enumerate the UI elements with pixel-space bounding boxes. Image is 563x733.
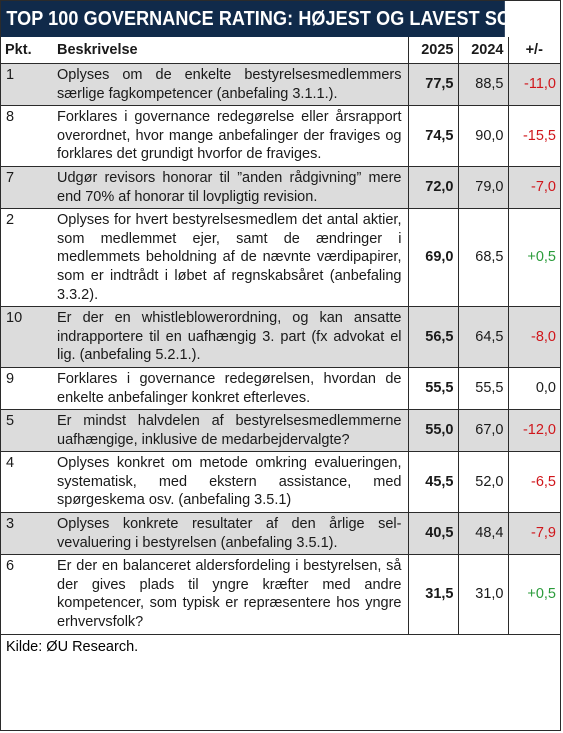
cell-pkt: 8 xyxy=(1,105,53,167)
cell-pkt: 5 xyxy=(1,409,53,453)
cell-2024: 52,0 xyxy=(457,451,508,514)
cell-beskrivelse: Oplyses om de enkelte bestyrelsesmedlem­… xyxy=(53,63,408,107)
cell-2024: 88,5 xyxy=(457,63,508,107)
cell-change: -6,5 xyxy=(507,451,560,514)
cell-2024: 79,0 xyxy=(457,166,508,210)
table-row: 7 Udgør revisors honorar til ”anden rådgi… xyxy=(1,166,560,210)
header-2024: 2024 xyxy=(457,37,508,64)
cell-2024: 90,0 xyxy=(457,105,508,167)
cell-change: -7,0 xyxy=(507,166,560,210)
cell-beskrivelse: Oplyses konkret om metode omkring evalue… xyxy=(53,451,408,514)
cell-pkt: 10 xyxy=(1,306,53,368)
table-row: 6 Er der en balanceret aldersfordeling i … xyxy=(1,554,560,635)
cell-change: -7,9 xyxy=(507,512,560,556)
source-note: Kilde: ØU Research. xyxy=(6,638,139,655)
cell-beskrivelse: Oplyses konkrete resultater af den årlig… xyxy=(53,512,408,556)
cell-beskrivelse: Er der en whistleblowerordning, og kan a… xyxy=(53,306,408,368)
cell-2024: 64,5 xyxy=(457,306,508,368)
cell-2024: 31,0 xyxy=(457,554,508,635)
cell-change: -12,0 xyxy=(507,409,560,453)
table-row: 3 Oplyses konkrete resultater af den årli… xyxy=(1,512,560,556)
cell-beskrivelse: Er der en balanceret aldersfordeling i b… xyxy=(53,554,408,635)
cell-change: -11,0 xyxy=(507,63,560,107)
cell-pkt: 2 xyxy=(1,208,53,308)
cell-beskrivelse: Forklares i governance redegørelsen, hvo… xyxy=(53,367,408,411)
cell-beskrivelse: Forklares i governance redegørelse eller… xyxy=(53,105,408,167)
cell-pkt: 1 xyxy=(1,63,53,107)
cell-change: +0,5 xyxy=(507,554,560,635)
cell-change: -15,5 xyxy=(507,105,560,167)
header-pkt: Pkt. xyxy=(1,37,53,64)
cell-beskrivelse: Er mindst halvdelen af bestyrelsesmedlem… xyxy=(53,409,408,453)
cell-2025: 55,0 xyxy=(407,409,458,453)
cell-2024: 48,4 xyxy=(457,512,508,556)
governance-rating-table: Pkt. Beskrivelse 2025 2024 +/- 1 Oplyses … xyxy=(1,37,560,635)
cell-pkt: 6 xyxy=(1,554,53,635)
cell-2025: 74,5 xyxy=(407,105,458,167)
table-row: 8 Forklares i governance redegørelse elle… xyxy=(1,105,560,167)
cell-2025: 56,5 xyxy=(407,306,458,368)
table-row: 9 Forklares i governance redegørelsen, hv… xyxy=(1,367,560,411)
table-body: 1 Oplyses om de enkelte bestyrelsesmedlem… xyxy=(1,63,560,635)
cell-beskrivelse: Udgør revisors honorar til ”anden rådgiv… xyxy=(53,166,408,210)
cell-2025: 69,0 xyxy=(407,208,458,308)
cell-2025: 31,5 xyxy=(407,554,458,635)
cell-2024: 68,5 xyxy=(457,208,508,308)
table-header-row: Pkt. Beskrivelse 2025 2024 +/- xyxy=(1,37,560,64)
cell-2025: 77,5 xyxy=(407,63,458,107)
cell-2025: 72,0 xyxy=(407,166,458,210)
table-row: 5 Er mindst halvdelen af bestyrelsesmedle… xyxy=(1,409,560,453)
cell-change: -8,0 xyxy=(507,306,560,368)
table-row: 2 Oplyses for hvert bestyrelsesmedlem det… xyxy=(1,208,560,308)
cell-change: +0,5 xyxy=(507,208,560,308)
table-row: 10 Er der en whistleblowerordning, og kan… xyxy=(1,306,560,368)
cell-pkt: 3 xyxy=(1,512,53,556)
cell-2024: 67,0 xyxy=(457,409,508,453)
cell-pkt: 7 xyxy=(1,166,53,210)
table-row: 4 Oplyses konkret om metode omkring evalu… xyxy=(1,451,560,514)
table-title: TOP 100 GOVERNANCE RATING: HØJEST OG LAV… xyxy=(1,1,549,37)
table-row: 1 Oplyses om de enkelte bestyrelsesmedlem… xyxy=(1,63,560,107)
cell-2025: 40,5 xyxy=(407,512,458,556)
cell-pkt: 4 xyxy=(1,451,53,514)
cell-2024: 55,5 xyxy=(457,367,508,411)
cell-2025: 55,5 xyxy=(407,367,458,411)
header-change: +/- xyxy=(507,37,560,64)
header-beskrivelse: Beskrivelse xyxy=(53,37,408,64)
cell-change: 0,0 xyxy=(507,367,560,411)
cell-pkt: 9 xyxy=(1,367,53,411)
cell-2025: 45,5 xyxy=(407,451,458,514)
header-2025: 2025 xyxy=(407,37,458,64)
cell-beskrivelse: Oplyses for hvert bestyrelsesmedlem det … xyxy=(53,208,408,308)
